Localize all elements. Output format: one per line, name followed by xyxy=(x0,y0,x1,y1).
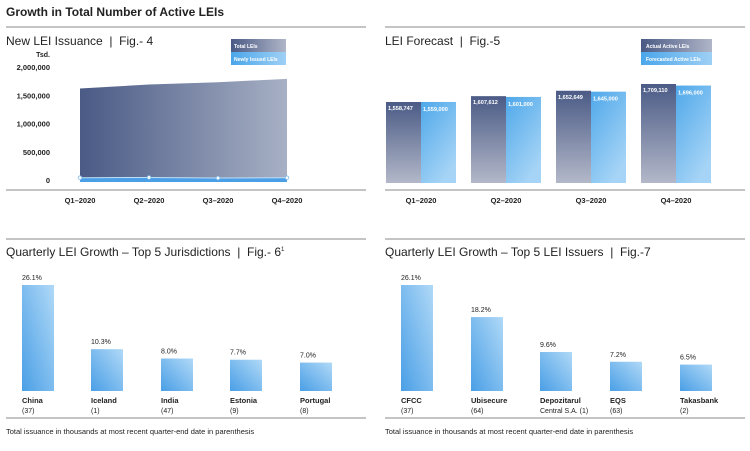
fig7-sublabel: Central S.A. (1) xyxy=(540,408,588,415)
fig5-bar-actual xyxy=(471,96,506,183)
fig4-xtick: Q3–2020 xyxy=(203,196,234,205)
fig5-bar-label: 1,559,000 xyxy=(423,107,448,113)
fig6-title-text: Quarterly LEI Growth – Top 5 Jurisdictio… xyxy=(6,245,281,259)
fig7-chart: Quarterly LEI Growth – Top 5 LEI Issuers… xyxy=(385,245,719,436)
fig6-bar xyxy=(22,285,54,391)
fig5-legend-swatch-forecast xyxy=(641,52,712,65)
fig4-area-total-leis xyxy=(80,78,287,180)
fig6-bar xyxy=(300,362,332,391)
fig4-legend-swatch-new xyxy=(231,52,286,65)
fig7-category: EQS xyxy=(610,396,626,405)
fig6-category: India xyxy=(161,396,179,405)
fig4-legend-new: Newly Issued LEIs xyxy=(234,57,278,63)
fig4-legend-total: Total LEIs xyxy=(234,44,258,50)
fig4-ytick: 500,000 xyxy=(23,148,50,157)
fig5-bar-actual xyxy=(641,84,676,183)
fig5-bar-forecast xyxy=(421,101,456,183)
fig6-sublabel: (8) xyxy=(300,408,309,415)
fig4-point xyxy=(77,175,83,180)
fig5-bar-label: 1,652,649 xyxy=(558,95,583,101)
fig7-bar-label: 18.2% xyxy=(471,307,491,314)
fig7-bar xyxy=(471,317,503,391)
fig7-sublabel: (63) xyxy=(610,408,622,415)
fig5-legend-swatch-actual xyxy=(641,39,712,52)
fig4-point xyxy=(215,175,221,181)
fig7-note: Total issuance in thousands at most rece… xyxy=(385,427,633,436)
fig7-category: Ubisecure xyxy=(471,396,507,405)
fig7-bar xyxy=(680,364,712,391)
fig7-category: CFCC xyxy=(401,396,422,405)
fig6-bar-label: 26.1% xyxy=(22,275,42,282)
fig4-point xyxy=(284,175,290,180)
fig5-bar-label: 1,558,747 xyxy=(388,106,413,112)
fig4-xtick: Q2–2020 xyxy=(134,196,165,205)
fig7-title: Quarterly LEI Growth – Top 5 LEI Issuers… xyxy=(385,245,651,259)
fig6-sublabel: (37) xyxy=(22,408,34,415)
fig6-title-sup: 1 xyxy=(281,247,285,253)
fig4-point xyxy=(146,175,152,180)
fig7-bar xyxy=(540,352,572,391)
fig4-xtick: Q4–2020 xyxy=(272,196,303,205)
fig4-xtick: Q1–2020 xyxy=(65,196,96,205)
fig5-bar-label: 1,645,000 xyxy=(593,97,618,103)
fig5-bar-forecast xyxy=(676,85,711,183)
fig5-chart: LEI Forecast | Fig.-5 1,558,747 1,559,000… xyxy=(385,34,712,205)
fig6-bar xyxy=(230,359,262,391)
fig5-bar-actual xyxy=(556,90,591,183)
fig6-bar-label: 7.7% xyxy=(230,350,246,357)
fig5-xtick: Q1–2020 xyxy=(406,196,437,205)
fig5-bar-label: 1,601,000 xyxy=(508,102,533,108)
fig4-area-newly-issued xyxy=(80,177,287,182)
fig7-bar xyxy=(401,285,433,391)
fig6-bar-label: 10.3% xyxy=(91,339,111,346)
fig7-bar-label: 6.5% xyxy=(680,355,696,362)
fig5-title: LEI Forecast | Fig.-5 xyxy=(385,34,500,48)
fig6-category: Estonia xyxy=(230,396,258,405)
fig6-bar-label: 7.0% xyxy=(300,353,316,360)
fig4-ytick: 1,500,000 xyxy=(17,91,50,100)
fig6-title: Quarterly LEI Growth – Top 5 Jurisdictio… xyxy=(6,245,285,259)
fig5-bar-forecast xyxy=(591,91,626,183)
fig7-bar xyxy=(610,361,642,391)
fig6-category: Portugal xyxy=(300,396,330,405)
fig6-bar xyxy=(91,349,123,391)
page-title: Growth in Total Number of Active LEIs xyxy=(6,5,224,19)
fig7-category: Takasbank xyxy=(680,396,719,405)
fig5-bar-label: 1,709,110 xyxy=(643,88,668,94)
fig6-chart: Quarterly LEI Growth – Top 5 Jurisdictio… xyxy=(6,245,332,436)
fig5-bar-label: 1,607,612 xyxy=(473,100,498,106)
fig6-bar-label: 8.0% xyxy=(161,349,177,356)
fig6-category: China xyxy=(22,396,44,405)
fig5-legend-actual: Actual Active LEIs xyxy=(646,44,690,50)
fig4-chart: New LEI Issuance | Fig.- 4 Tsd. 2,000,00… xyxy=(6,34,302,205)
fig7-sublabel: (2) xyxy=(680,408,689,415)
fig5-bar-actual xyxy=(386,101,421,183)
fig5-bar-label: 1,696,000 xyxy=(678,91,703,97)
fig7-sublabel: (37) xyxy=(401,408,413,415)
fig5-legend-forecast: Forecasted Active LEIs xyxy=(646,57,701,63)
fig5-xtick: Q4–2020 xyxy=(661,196,692,205)
fig6-bar xyxy=(161,358,193,391)
fig4-line-newly-issued xyxy=(79,176,288,179)
fig7-bar-label: 26.1% xyxy=(401,275,421,282)
fig5-xtick: Q2–2020 xyxy=(491,196,522,205)
fig7-bar-label: 7.2% xyxy=(610,352,626,359)
fig4-ylabel: Tsd. xyxy=(36,52,50,59)
fig4-ytick: 0 xyxy=(46,176,50,185)
fig7-category: Depozitarul xyxy=(540,396,581,405)
fig4-legend-swatch-total xyxy=(231,39,286,52)
fig6-sublabel: (9) xyxy=(230,408,239,415)
fig4-title: New LEI Issuance | Fig.- 4 xyxy=(6,34,154,48)
fig6-sublabel: (47) xyxy=(161,408,173,415)
fig4-ytick: 1,000,000 xyxy=(17,120,50,129)
fig7-bar-label: 9.6% xyxy=(540,342,556,349)
fig4-ytick: 2,000,000 xyxy=(17,63,50,72)
fig6-category: Iceland xyxy=(91,396,117,405)
fig6-sublabel: (1) xyxy=(91,408,100,415)
fig7-sublabel: (64) xyxy=(471,408,483,415)
fig6-note: Total issuance in thousands at most rece… xyxy=(6,427,254,436)
fig5-bar-forecast xyxy=(506,96,541,183)
fig5-xtick: Q3–2020 xyxy=(576,196,607,205)
